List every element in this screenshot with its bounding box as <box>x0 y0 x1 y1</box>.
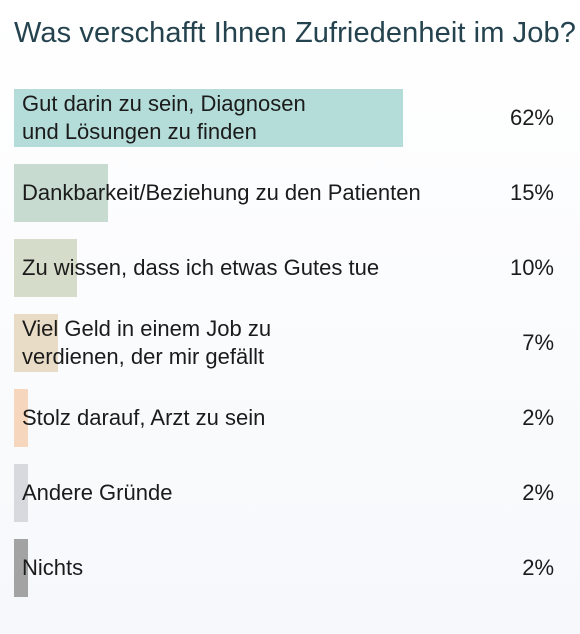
value-label: 7% <box>522 330 554 355</box>
bar <box>14 464 28 522</box>
chart-title: Was verschafft Ihnen Zufriedenheit im Jo… <box>14 17 576 49</box>
bar <box>14 89 403 147</box>
bar <box>14 314 58 372</box>
category-label: Dankbarkeit/Beziehung zu den Patienten <box>22 180 421 205</box>
bar-row: Viel Geld in einem Job zu verdienen, der… <box>14 314 554 372</box>
category-label: Andere Gründe <box>22 480 173 505</box>
bar-row: Andere Gründe 2% <box>14 464 554 522</box>
value-label: 62% <box>509 105 554 130</box>
bar <box>14 539 28 597</box>
bar-row: Dankbarkeit/Beziehung zu den Patienten 15… <box>14 164 554 222</box>
category-label: Gut darin zu sein, Diagnosen und Lösunge… <box>22 91 306 144</box>
bar <box>14 164 108 222</box>
bar <box>14 389 28 447</box>
bar-row: Nichts 2% <box>14 539 554 597</box>
bar-row: Zu wissen, dass ich etwas Gutes tue 10% <box>14 239 554 297</box>
value-label: 15% <box>509 180 554 205</box>
category-label: Stolz darauf, Arzt zu sein <box>22 405 266 430</box>
value-label: 2% <box>522 405 554 430</box>
value-label: 10% <box>509 255 554 280</box>
bar-row: Stolz darauf, Arzt zu sein 2% <box>14 389 554 447</box>
bar-row: Gut darin zu sein, Diagnosen und Lösunge… <box>14 89 554 147</box>
bar <box>14 239 77 297</box>
value-label: 2% <box>522 480 554 505</box>
category-label: Nichts <box>22 555 84 580</box>
category-label: Viel Geld in einem Job zu verdienen, der… <box>22 316 272 369</box>
category-label: Zu wissen, dass ich etwas Gutes tue <box>22 255 380 280</box>
value-label: 2% <box>522 555 554 580</box>
